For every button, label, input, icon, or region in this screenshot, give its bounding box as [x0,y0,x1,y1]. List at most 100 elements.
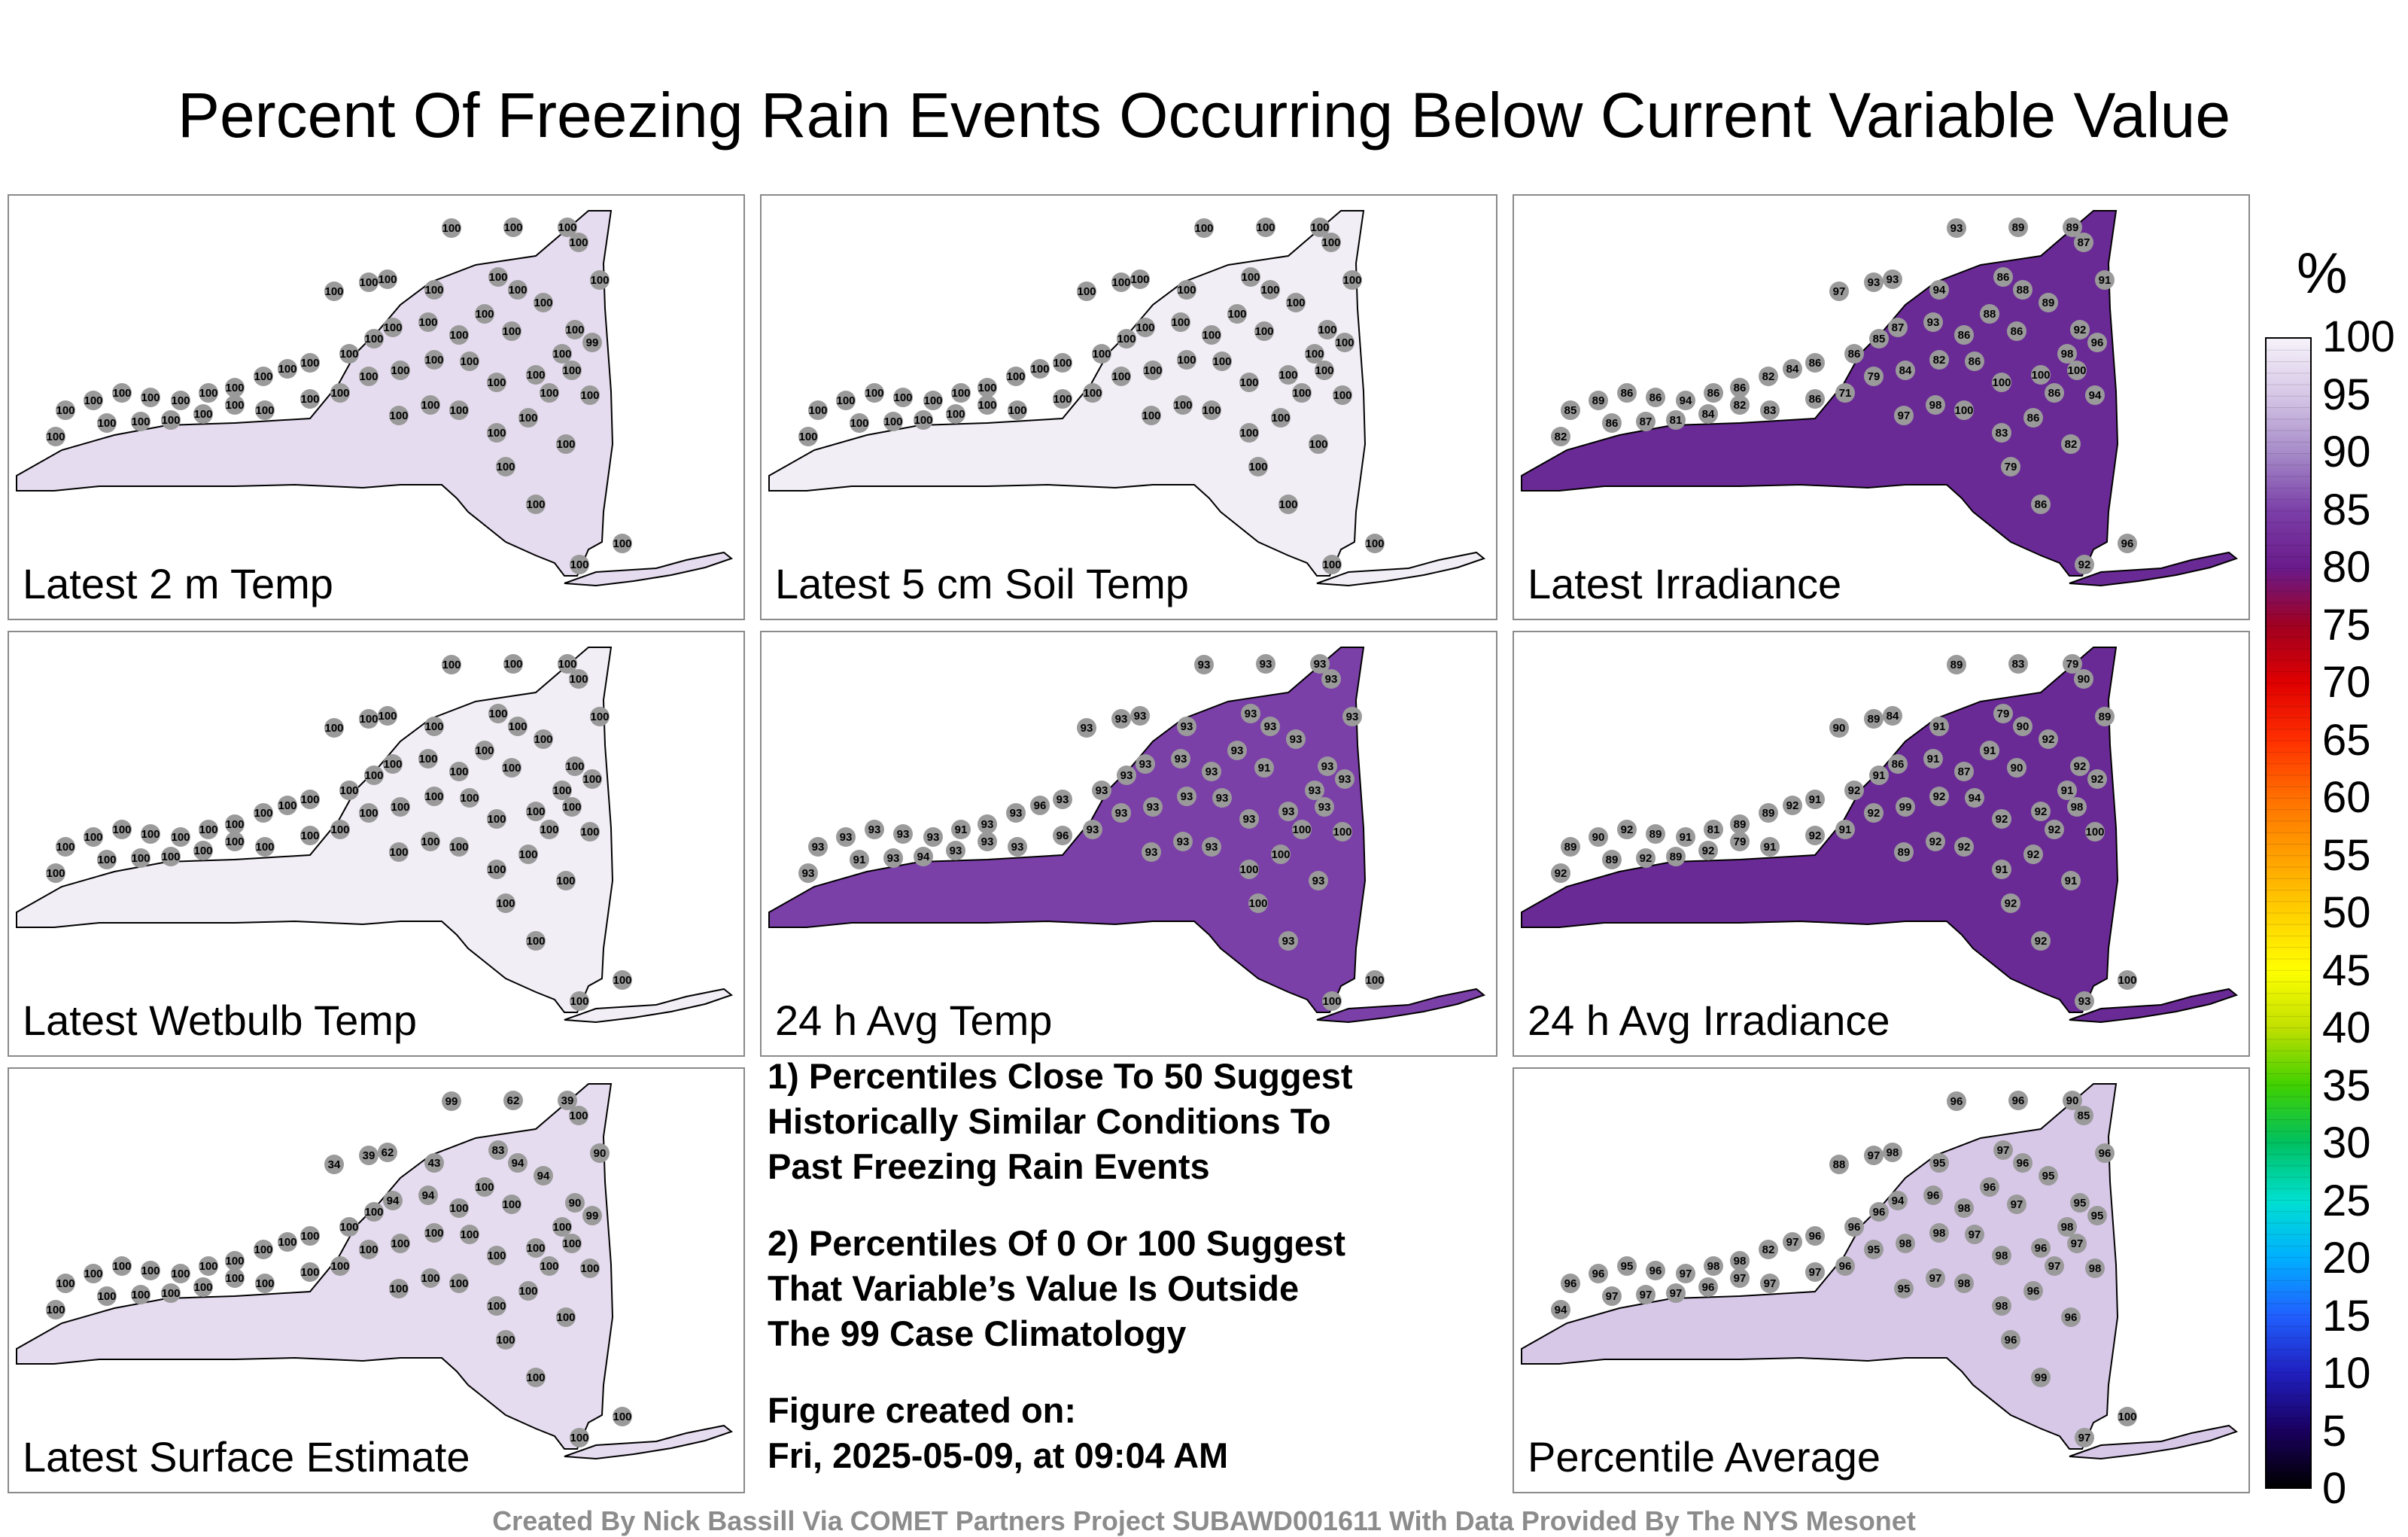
station-marker [1869,329,1889,348]
station-value: 100 [254,807,272,820]
station-marker [84,391,103,410]
station-marker [1980,1177,1999,1197]
station-value: 100 [300,1230,319,1243]
station-marker [502,758,521,778]
long-island-outline [2069,1424,2239,1460]
colorbar-gradient [2267,339,2310,1487]
station-marker [2031,1238,2051,1258]
station-marker [2001,457,2020,476]
station-value: 87 [1640,415,1652,428]
station-marker [2075,555,2094,574]
station-marker [1923,749,1943,768]
station-value: 84 [1702,408,1715,421]
station-value: 100 [1111,276,1130,289]
station-value: 100 [131,852,150,865]
station-marker [161,410,181,430]
station-value: 62 [507,1094,520,1107]
station-value: 100 [254,370,272,383]
station-marker [56,1274,75,1293]
station-value: 82 [1762,370,1775,383]
station-marker [421,395,440,415]
station-value: 100 [364,333,383,345]
station-value: 100 [526,1371,545,1384]
station-marker [565,1193,585,1213]
station-marker [2045,383,2064,403]
station-value: 100 [502,762,521,775]
station-value: 100 [977,399,996,412]
station-value: 100 [1322,995,1341,1008]
station-marker [1602,413,1622,433]
station-marker [449,1198,469,1218]
station-value: 100 [418,753,437,765]
colorbar-tick-label: 30 [2322,1119,2371,1167]
station-value: 89 [1950,659,1963,671]
station-marker [46,427,65,446]
station-marker [1864,367,1884,386]
station-marker [1278,802,1298,821]
station-value: 100 [496,897,515,910]
station-marker [421,1268,440,1288]
station-marker [199,383,218,403]
station-marker [1646,1261,1665,1280]
station-value: 100 [865,387,883,400]
station-value: 99 [445,1095,458,1108]
station-marker [2031,1368,2051,1387]
station-value: 100 [300,357,319,370]
station-marker [1844,1217,1864,1237]
station-value: 100 [1092,348,1111,361]
station-value: 100 [56,1277,74,1290]
station-marker [556,871,576,890]
station-marker [424,350,444,370]
station-value: 100 [131,415,150,428]
station-marker [487,860,506,879]
station-value: 95 [1868,1243,1880,1256]
station-marker [951,820,971,839]
station-marker [460,1225,479,1244]
station-value: 93 [950,845,962,857]
station-value: 90 [594,1147,607,1160]
station-value: 100 [330,387,349,400]
station-value: 93 [1115,807,1128,820]
station-value: 96 [2121,537,2134,550]
station-marker [193,841,213,860]
station-value: 79 [2066,658,2079,671]
station-marker [569,233,588,252]
station-marker [2067,797,2087,817]
note-2-line: That Variable’s Value Is Outside [768,1268,1300,1308]
station-marker [324,282,344,301]
created-date: Fri, 2025-05-09, at 09:04 AM [768,1435,1229,1475]
station-value: 97 [1868,1149,1880,1162]
station-marker [552,781,572,800]
station-value: 100 [518,412,537,425]
station-value: 84 [1899,364,1912,377]
station-value: 100 [359,1243,378,1256]
station-value: 93 [1057,793,1069,806]
panel-percentile-average: 96 96 90 85 97 88 98 95 97 96 95 96 98 96 96 94 97 95 98 95… [1513,1067,2250,1493]
station-value: 93 [1260,658,1272,671]
station-value: 92 [1555,867,1567,880]
station-value: 84 [1786,363,1799,376]
station-marker [1173,395,1193,415]
station-value: 100 [112,387,131,400]
station-marker [496,457,515,476]
station-value: 97 [1997,1144,2010,1157]
station-value: 100 [518,1285,537,1298]
station-marker [364,765,384,785]
station-marker [1173,832,1193,851]
station-marker [1929,1223,1949,1243]
station-value: 99 [586,1210,599,1222]
station-value: 87 [1892,321,1905,334]
station-value: 98 [2061,348,2074,361]
created-label: Figure created on: [768,1390,1077,1430]
station-marker [1929,350,1949,370]
station-marker [389,1279,409,1298]
station-marker [865,820,884,839]
station-marker [1561,400,1580,420]
station-marker [442,1091,461,1111]
station-value: 94 [537,1170,550,1182]
state-outline [1521,210,2119,577]
station-marker [364,1202,384,1222]
station-marker [1309,434,1328,454]
station-marker [534,1166,553,1185]
station-value: 100 [1292,823,1311,836]
